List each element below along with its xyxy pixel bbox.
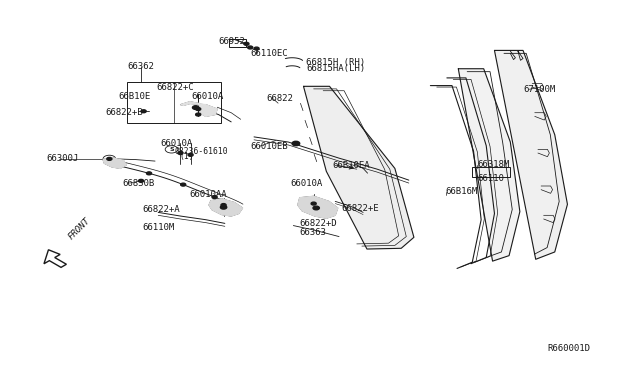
Polygon shape — [103, 157, 127, 169]
Circle shape — [311, 202, 316, 205]
Text: 66318M: 66318M — [477, 160, 509, 169]
Circle shape — [147, 172, 152, 175]
Polygon shape — [298, 196, 338, 218]
Circle shape — [244, 42, 249, 45]
Text: 08236-61610: 08236-61610 — [174, 147, 228, 156]
Text: 66815HA(LH): 66815HA(LH) — [306, 64, 365, 73]
Text: 66300J: 66300J — [46, 154, 78, 163]
Text: FRONT: FRONT — [66, 217, 92, 242]
Polygon shape — [180, 102, 217, 116]
Text: S: S — [169, 147, 174, 152]
Circle shape — [292, 141, 300, 146]
Text: 66363: 66363 — [300, 228, 326, 237]
Circle shape — [107, 157, 112, 160]
Polygon shape — [458, 69, 520, 261]
Circle shape — [141, 110, 146, 113]
Circle shape — [313, 206, 319, 210]
Polygon shape — [209, 199, 243, 216]
Text: 66822+A: 66822+A — [142, 205, 180, 214]
Text: (1): (1) — [179, 152, 194, 161]
Text: 66830B: 66830B — [122, 179, 154, 187]
Circle shape — [193, 106, 199, 109]
Circle shape — [212, 196, 217, 199]
Text: 66010A: 66010A — [291, 179, 323, 187]
Circle shape — [180, 183, 186, 186]
Text: 66822+D: 66822+D — [300, 219, 337, 228]
Text: 66B10EA: 66B10EA — [333, 161, 371, 170]
Circle shape — [220, 205, 227, 209]
Text: 66362: 66362 — [127, 62, 154, 71]
Circle shape — [196, 108, 201, 110]
Text: 66B10E: 66B10E — [118, 93, 150, 102]
Text: 66010AA: 66010AA — [189, 190, 227, 199]
Circle shape — [188, 153, 193, 156]
Text: 66010A: 66010A — [192, 93, 224, 102]
Text: 66952: 66952 — [218, 37, 245, 46]
Bar — [472, 167, 510, 177]
Text: 66822: 66822 — [266, 94, 293, 103]
Circle shape — [248, 46, 253, 49]
Text: 66110: 66110 — [477, 174, 504, 183]
Text: 66110EC: 66110EC — [250, 49, 288, 58]
Bar — [127, 82, 221, 123]
Text: 66010A: 66010A — [160, 139, 193, 148]
Circle shape — [178, 151, 183, 154]
Text: 66010EB: 66010EB — [250, 142, 288, 151]
Text: 66B16M: 66B16M — [445, 187, 478, 196]
Text: 66815H (RH): 66815H (RH) — [306, 58, 365, 67]
Text: 67100M: 67100M — [523, 85, 556, 94]
Text: 66110M: 66110M — [142, 222, 175, 231]
Circle shape — [221, 203, 226, 206]
Polygon shape — [495, 51, 568, 259]
Text: 66822+B: 66822+B — [106, 108, 143, 117]
Circle shape — [254, 47, 259, 50]
Text: 66822+C: 66822+C — [156, 83, 194, 92]
Circle shape — [196, 113, 201, 116]
Circle shape — [138, 179, 143, 182]
Polygon shape — [303, 86, 414, 249]
Text: R660001D: R660001D — [547, 344, 590, 353]
Bar — [228, 39, 246, 48]
Text: 66822+E: 66822+E — [342, 204, 379, 213]
